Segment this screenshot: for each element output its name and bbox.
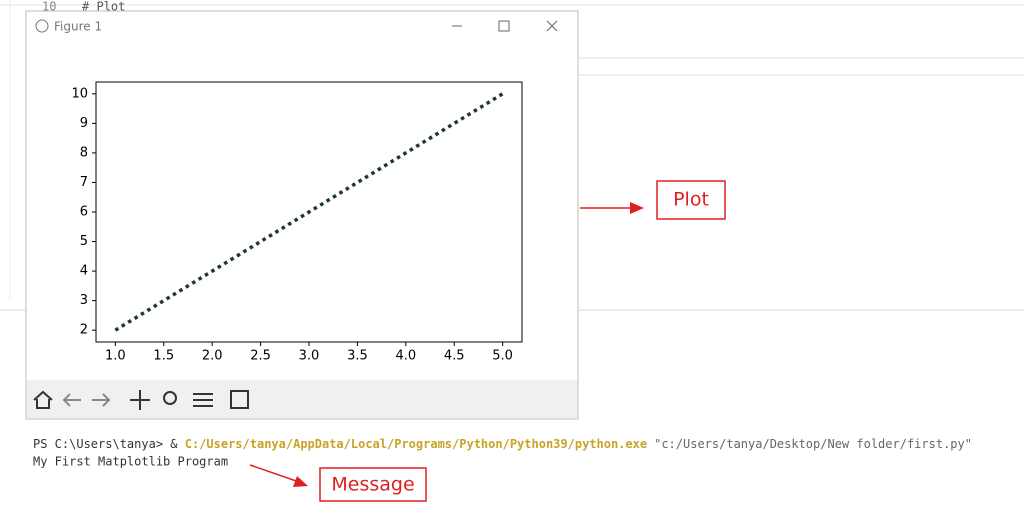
terminal-command: PS C:\Users\tanya> & C:/Users/tanya/AppD… <box>33 437 972 451</box>
y-tick-label: 3 <box>80 293 88 308</box>
y-tick-label: 9 <box>80 116 88 131</box>
maximize-button[interactable] <box>498 20 510 32</box>
close-button[interactable] <box>546 20 558 32</box>
window-icon <box>35 19 49 33</box>
back-button[interactable] <box>62 393 81 407</box>
terminal-output: My First Matplotlib Program <box>33 455 228 469</box>
configure-button[interactable] <box>193 393 213 407</box>
toolbar <box>27 380 577 418</box>
y-tick-label: 4 <box>80 264 88 279</box>
window-title: Figure 1 <box>54 20 102 34</box>
x-tick-label: 2.5 <box>250 349 271 364</box>
arrow-head <box>293 476 308 487</box>
data-line <box>114 92 504 332</box>
zoom-button[interactable] <box>163 391 177 405</box>
x-tick-label: 5.0 <box>492 349 513 364</box>
callout-box <box>656 180 726 220</box>
x-tick-label: 1.5 <box>153 349 174 364</box>
script-path: "c:/Users/tanya/Desktop/New folder/first… <box>654 437 972 451</box>
y-tick-label: 5 <box>80 234 88 249</box>
x-tick-label: 3.5 <box>347 349 368 364</box>
x-tick-label: 1.0 <box>105 349 126 364</box>
y-tick-label: 10 <box>71 86 88 101</box>
x-tick-label: 2.0 <box>202 349 223 364</box>
y-tick-label: 6 <box>80 205 88 220</box>
save-button[interactable] <box>230 390 249 409</box>
code-line: # Plot <box>82 0 125 14</box>
prompt: PS C:\Users\tanya> & <box>33 437 185 451</box>
arrow-head <box>630 202 644 214</box>
pan-button[interactable] <box>130 390 150 410</box>
y-tick-label: 7 <box>80 175 88 190</box>
line-number: 10 <box>42 0 56 14</box>
x-tick-label: 4.5 <box>444 349 465 364</box>
executable: C:/Users/tanya/AppData/Local/Programs/Py… <box>185 437 647 451</box>
callout-label: Plot <box>673 189 709 211</box>
x-tick-label: 4.0 <box>395 349 416 364</box>
callout-label: Message <box>331 474 414 496</box>
arrow <box>249 464 303 484</box>
callout-box <box>319 467 427 502</box>
home-button[interactable] <box>33 390 53 409</box>
y-tick-label: 2 <box>80 323 88 338</box>
y-tick-label: 8 <box>80 145 88 160</box>
x-tick-label: 3.0 <box>299 349 320 364</box>
forward-button[interactable] <box>92 393 111 407</box>
